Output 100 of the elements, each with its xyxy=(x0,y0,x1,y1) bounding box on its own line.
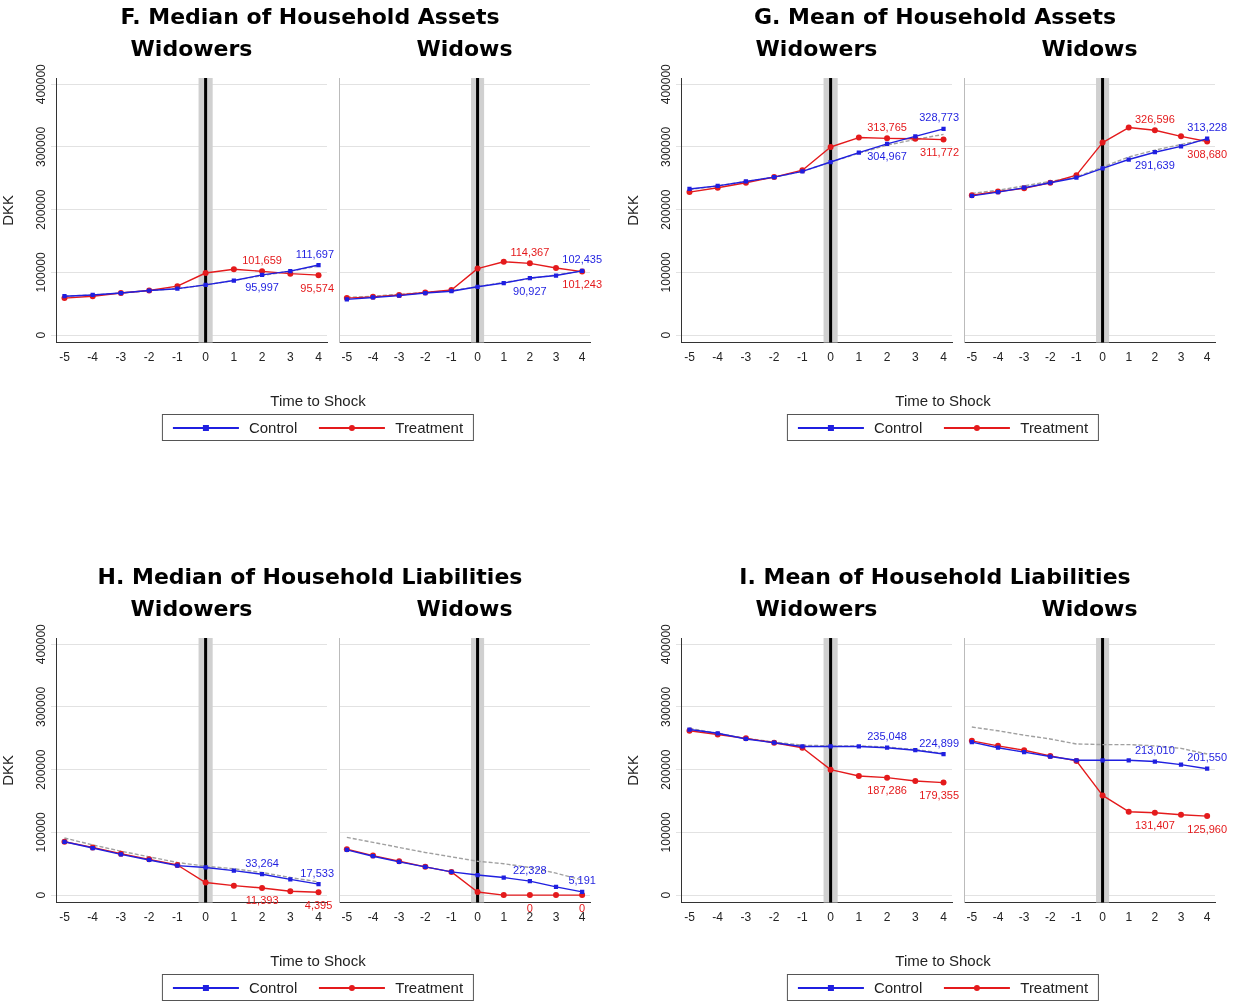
y-tick-label: 400000 xyxy=(659,623,674,665)
legend-label: Treatment xyxy=(395,979,464,996)
legend-label: Control xyxy=(873,979,923,996)
x-tick-label: -2 xyxy=(768,350,780,365)
data-label: 313,228 xyxy=(1187,121,1228,134)
y-tick-label: 400000 xyxy=(659,63,674,105)
x-tick-label: 1 xyxy=(855,350,863,365)
x-tick-label: 3 xyxy=(1177,910,1185,925)
x-tick-label: -3 xyxy=(740,350,752,365)
y-tick-label: 0 xyxy=(659,331,674,339)
x-tick-label: -2 xyxy=(1044,910,1056,925)
data-label: 308,680 xyxy=(1187,148,1228,161)
x-tick-label: -4 xyxy=(87,350,99,365)
x-tick-label: -2 xyxy=(143,910,155,925)
x-tick-label: 4 xyxy=(578,350,586,365)
x-tick-label: 1 xyxy=(500,350,508,365)
chart-subtitle: Widowers xyxy=(130,596,253,621)
data-label: 291,639 xyxy=(1134,158,1175,171)
y-tick-label: 0 xyxy=(34,891,49,899)
x-tick-label: -4 xyxy=(712,910,724,925)
data-label: 131,407 xyxy=(1134,819,1175,832)
y-tick-label: 200000 xyxy=(34,189,49,230)
y-tick-label: 200000 xyxy=(659,749,674,790)
data-label: 101,243 xyxy=(562,278,603,291)
x-tick-label: 0 xyxy=(474,910,482,925)
x-tick-label: -5 xyxy=(684,350,696,365)
y-tick-label: 0 xyxy=(34,331,49,339)
x-tick-label: -4 xyxy=(712,350,724,365)
x-tick-label: 4 xyxy=(1203,350,1211,365)
y-tick-label: 400000 xyxy=(34,623,49,665)
x-tick-label: 0 xyxy=(827,350,835,365)
y-tick-label: 400000 xyxy=(34,63,49,105)
x-tick-label: -1 xyxy=(797,350,809,365)
data-label: 114,367 xyxy=(510,245,550,258)
x-tick-label: 0 xyxy=(827,910,835,925)
data-label: 326,596 xyxy=(1134,112,1175,125)
data-label: 5,191 xyxy=(568,874,596,887)
x-tick-label: -3 xyxy=(115,910,127,925)
x-tick-label: -5 xyxy=(341,910,353,925)
legend-label: Control xyxy=(248,979,298,996)
x-tick-label: 2 xyxy=(883,350,891,365)
data-label: 311,772 xyxy=(920,146,959,159)
x-tick-label: -3 xyxy=(393,350,405,365)
x-tick-label: -2 xyxy=(143,350,155,365)
x-tick-label: -4 xyxy=(367,350,379,365)
data-label: 304,967 xyxy=(867,150,907,163)
x-tick-label: 2 xyxy=(1151,350,1159,365)
x-tick-label: 3 xyxy=(552,910,560,925)
x-tick-label: 2 xyxy=(883,910,891,925)
legend-label: Control xyxy=(248,419,298,436)
chart-subtitle: Widowers xyxy=(130,36,253,61)
data-label: 235,048 xyxy=(867,730,907,743)
data-label: 90,927 xyxy=(513,284,547,297)
x-tick-label: -3 xyxy=(393,910,405,925)
x-tick-label: 1 xyxy=(230,910,238,925)
y-tick-label: 300000 xyxy=(659,686,674,727)
y-tick-label: 300000 xyxy=(34,686,49,727)
data-label: 102,435 xyxy=(562,253,603,266)
chart-subtitle: Widows xyxy=(416,36,513,61)
x-tick-label: 3 xyxy=(911,910,919,925)
x-tick-label: -1 xyxy=(1071,910,1083,925)
legend-label: Treatment xyxy=(395,419,464,436)
y-axis-title: DKK xyxy=(0,754,17,786)
y-tick-label: 300000 xyxy=(659,126,674,167)
x-tick-label: -3 xyxy=(115,350,127,365)
x-tick-label: 4 xyxy=(1203,910,1211,925)
x-tick-label: -1 xyxy=(446,910,458,925)
y-axis-title: DKK xyxy=(624,194,642,226)
x-tick-label: 4 xyxy=(940,910,948,925)
x-tick-label: 2 xyxy=(258,350,266,365)
legend-label: Treatment xyxy=(1020,979,1089,996)
x-tick-label: 4 xyxy=(940,350,948,365)
x-tick-label: -1 xyxy=(172,910,184,925)
x-tick-label: 3 xyxy=(286,910,294,925)
x-axis-title: Time to Shock xyxy=(895,392,991,409)
chart-title: H. Median of Household Liabilities xyxy=(96,564,524,589)
chart-subtitle: Widowers xyxy=(755,596,878,621)
x-tick-label: -2 xyxy=(768,910,780,925)
data-label: 95,574 xyxy=(300,281,335,294)
x-tick-label: 2 xyxy=(1151,910,1159,925)
data-label: 101,659 xyxy=(242,253,282,266)
x-tick-label: -2 xyxy=(419,350,431,365)
y-axis-title: DKK xyxy=(624,754,642,786)
x-tick-label: 0 xyxy=(474,350,482,365)
x-tick-label: -4 xyxy=(992,350,1004,365)
data-label: 328,773 xyxy=(919,111,959,124)
x-tick-label: 4 xyxy=(315,910,323,925)
data-label: 187,286 xyxy=(867,784,907,797)
data-label: 22,328 xyxy=(513,863,547,876)
x-tick-label: -5 xyxy=(59,910,71,925)
y-tick-label: 200000 xyxy=(34,749,49,790)
data-label: 213,010 xyxy=(1134,744,1175,757)
data-label: 313,765 xyxy=(867,120,907,133)
x-tick-label: -4 xyxy=(87,910,99,925)
x-tick-label: -3 xyxy=(1018,350,1030,365)
x-tick-label: -1 xyxy=(172,350,184,365)
x-tick-label: 1 xyxy=(500,910,508,925)
x-tick-label: 0 xyxy=(1099,910,1107,925)
data-label: 95,997 xyxy=(245,281,279,294)
data-label: 33,264 xyxy=(245,856,279,869)
